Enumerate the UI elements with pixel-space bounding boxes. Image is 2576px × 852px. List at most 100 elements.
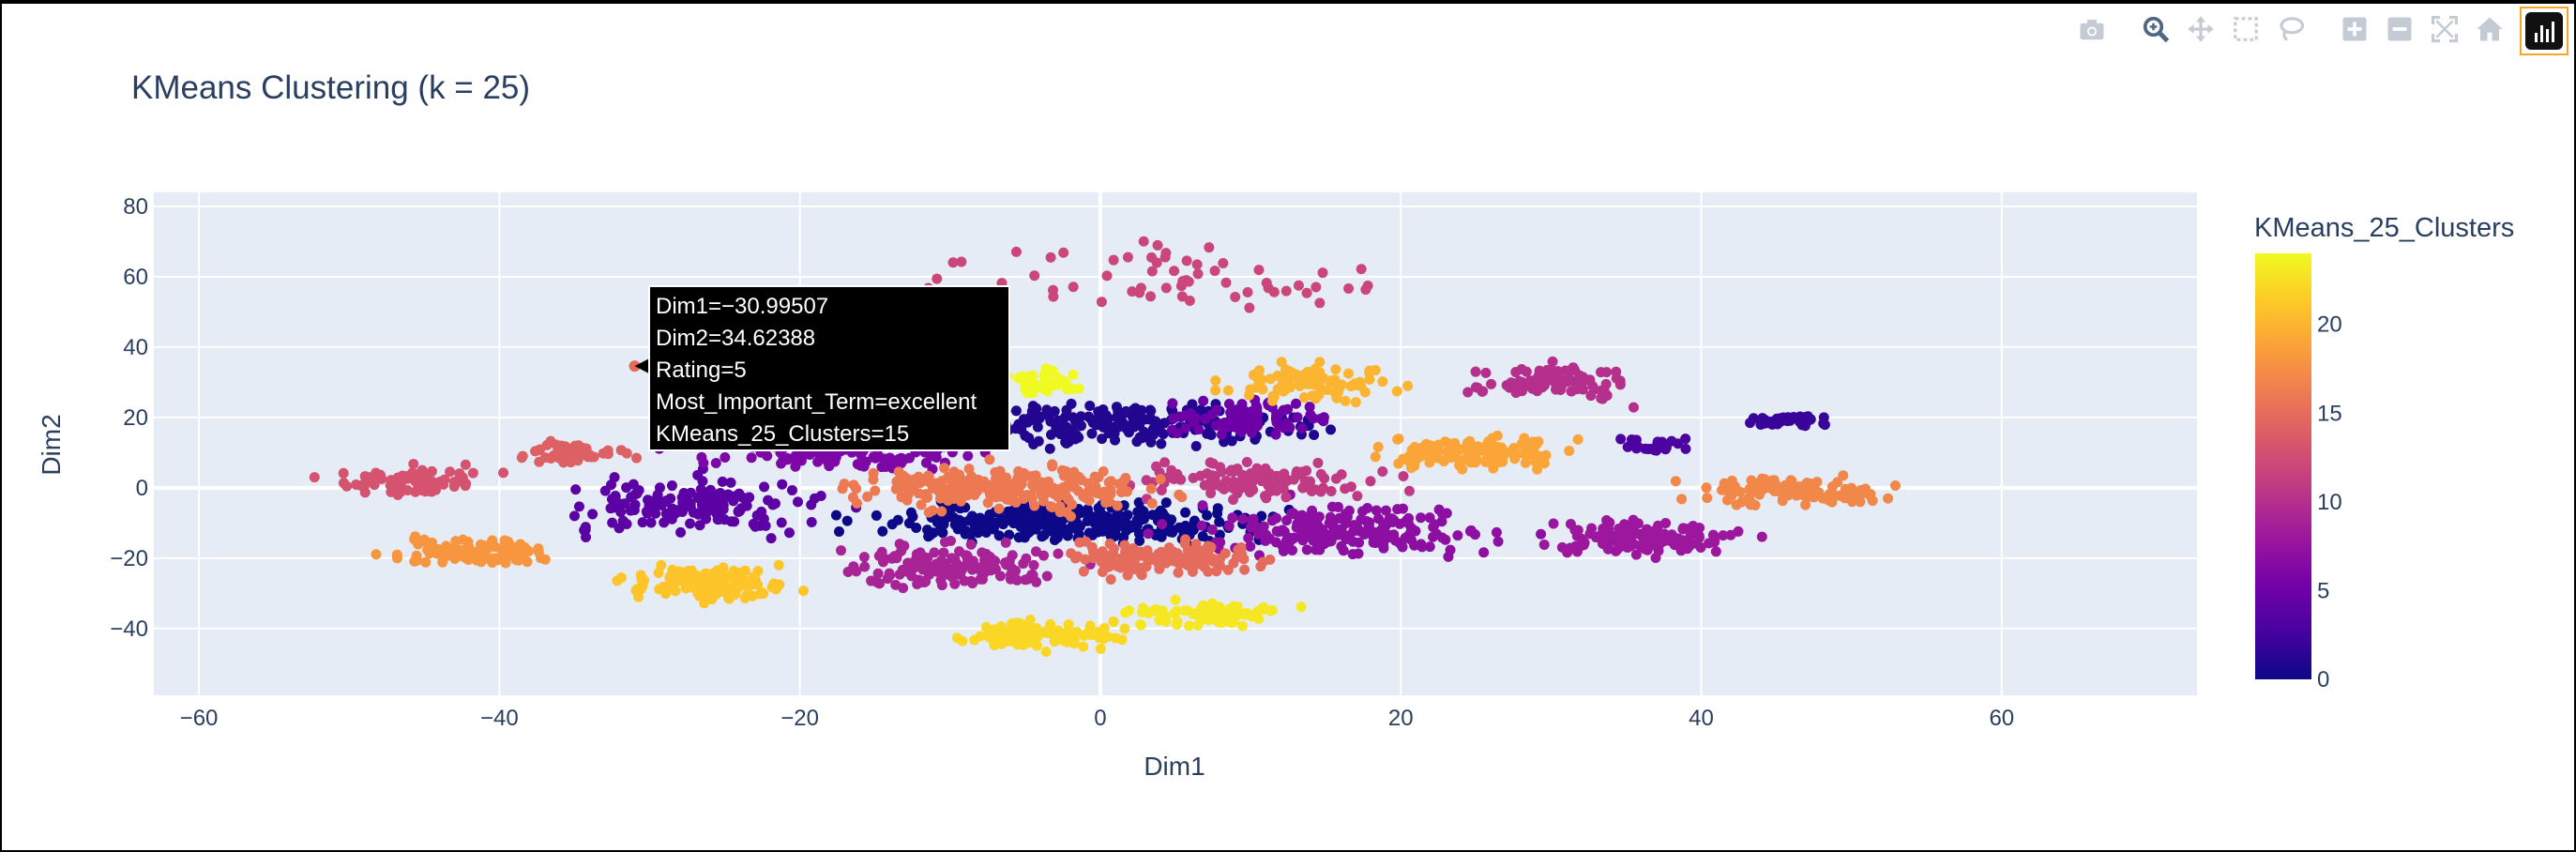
scatter-point[interactable] bbox=[1748, 413, 1759, 424]
scatter-point[interactable] bbox=[1551, 384, 1562, 395]
scatter-point[interactable] bbox=[693, 590, 705, 601]
scatter-point[interactable] bbox=[1296, 528, 1308, 540]
scatter-point[interactable] bbox=[1755, 475, 1766, 486]
scatter-point[interactable] bbox=[1352, 523, 1363, 534]
scatter-point[interactable] bbox=[947, 257, 959, 268]
scatter-point[interactable] bbox=[1160, 248, 1172, 259]
scatter-point[interactable] bbox=[1424, 541, 1435, 553]
scatter-point[interactable] bbox=[1068, 412, 1079, 423]
scatter-point[interactable] bbox=[706, 487, 718, 498]
scatter-point[interactable] bbox=[1253, 365, 1265, 376]
scatter-point[interactable] bbox=[1214, 516, 1225, 527]
scatter-point[interactable] bbox=[1450, 448, 1462, 459]
scatter-point[interactable] bbox=[1181, 255, 1192, 266]
scatter-point[interactable] bbox=[1203, 566, 1214, 577]
scatter-point[interactable] bbox=[1220, 611, 1231, 622]
scatter-point[interactable] bbox=[940, 563, 951, 574]
scatter-point[interactable] bbox=[1207, 603, 1219, 615]
scatter-point[interactable] bbox=[1462, 387, 1474, 398]
scatter-point[interactable] bbox=[1140, 561, 1151, 572]
scatter-point[interactable] bbox=[1111, 402, 1122, 413]
scatter-point[interactable] bbox=[952, 562, 963, 573]
scatter-point[interactable] bbox=[1368, 537, 1379, 548]
scatter-point[interactable] bbox=[633, 484, 644, 495]
scatter-point[interactable] bbox=[1108, 616, 1119, 628]
plotly-logo-icon[interactable] bbox=[2520, 7, 2568, 55]
scatter-point[interactable] bbox=[896, 458, 907, 469]
scatter-point[interactable] bbox=[1356, 514, 1367, 525]
scatter-point[interactable] bbox=[1125, 407, 1136, 418]
scatter-point[interactable] bbox=[1677, 524, 1689, 535]
scatter-point[interactable] bbox=[967, 483, 978, 494]
scatter-point[interactable] bbox=[1198, 395, 1209, 406]
scatter-point[interactable] bbox=[1030, 546, 1041, 557]
scatter-point[interactable] bbox=[873, 578, 885, 589]
scatter-point[interactable] bbox=[1652, 520, 1663, 531]
scatter-point[interactable] bbox=[1023, 624, 1034, 635]
scatter-point[interactable] bbox=[830, 451, 841, 463]
scatter-point[interactable] bbox=[1670, 476, 1681, 487]
scatter-point[interactable] bbox=[1233, 481, 1244, 493]
scatter-point[interactable] bbox=[445, 466, 456, 478]
scatter-point[interactable] bbox=[1010, 496, 1022, 508]
scatter-point[interactable] bbox=[1138, 236, 1149, 247]
scatter-point[interactable] bbox=[1334, 512, 1345, 524]
scatter-point[interactable] bbox=[1245, 540, 1256, 552]
scatter-point[interactable] bbox=[1150, 529, 1161, 540]
scatter-point[interactable] bbox=[729, 516, 740, 527]
scatter-point[interactable] bbox=[1354, 537, 1365, 548]
scatter-point[interactable] bbox=[833, 526, 844, 538]
scatter-point[interactable] bbox=[699, 598, 710, 609]
scatter-point[interactable] bbox=[715, 487, 726, 498]
scatter-point[interactable] bbox=[1115, 413, 1127, 424]
scatter-point[interactable] bbox=[1362, 525, 1373, 536]
scatter-point[interactable] bbox=[1195, 470, 1206, 481]
scatter-point[interactable] bbox=[1183, 620, 1194, 631]
scatter-point[interactable] bbox=[809, 493, 820, 504]
scatter-point[interactable] bbox=[1078, 641, 1089, 652]
scatter-point[interactable] bbox=[1102, 413, 1114, 424]
scatter-point[interactable] bbox=[1031, 622, 1042, 633]
scatter-point[interactable] bbox=[1601, 367, 1613, 378]
scatter-point[interactable] bbox=[889, 551, 901, 562]
scatter-point[interactable] bbox=[1398, 470, 1409, 481]
scatter-point[interactable] bbox=[1304, 402, 1315, 413]
scatter-point[interactable] bbox=[1242, 286, 1253, 297]
scatter-point[interactable] bbox=[1750, 499, 1761, 510]
scatter-point[interactable] bbox=[1343, 282, 1355, 294]
scatter-point[interactable] bbox=[1733, 525, 1744, 537]
scatter-point[interactable] bbox=[1010, 423, 1022, 434]
scatter-point[interactable] bbox=[744, 492, 755, 503]
scatter-point[interactable] bbox=[1172, 616, 1183, 628]
scatter-point[interactable] bbox=[1247, 521, 1258, 532]
scatter-point[interactable] bbox=[1027, 401, 1038, 412]
scatter-point[interactable] bbox=[1235, 541, 1247, 553]
scatter-point[interactable] bbox=[1785, 475, 1796, 486]
scatter-point[interactable] bbox=[1280, 492, 1292, 503]
scatter-point[interactable] bbox=[1083, 514, 1094, 525]
scatter-point[interactable] bbox=[1068, 281, 1079, 293]
scatter-point[interactable] bbox=[902, 494, 913, 506]
scatter-point[interactable] bbox=[572, 443, 583, 454]
scatter-point[interactable] bbox=[1424, 457, 1435, 468]
scatter-point[interactable] bbox=[1124, 550, 1135, 561]
scatter-point[interactable] bbox=[1265, 605, 1276, 616]
scatter-point[interactable] bbox=[1326, 375, 1337, 387]
scatter-point[interactable] bbox=[1108, 254, 1119, 266]
scatter-point[interactable] bbox=[1356, 264, 1367, 275]
scatter-point[interactable] bbox=[1253, 265, 1265, 276]
scatter-point[interactable] bbox=[1377, 376, 1388, 388]
scatter-point[interactable] bbox=[1349, 380, 1360, 391]
scatter-point[interactable] bbox=[507, 540, 518, 552]
scatter-point[interactable] bbox=[1122, 251, 1133, 263]
scatter-point[interactable] bbox=[954, 546, 965, 557]
scatter-point[interactable] bbox=[747, 590, 758, 601]
scatter-point[interactable] bbox=[1443, 551, 1454, 562]
scatter-point[interactable] bbox=[1800, 479, 1811, 490]
scatter-point[interactable] bbox=[718, 500, 729, 511]
scatter-point[interactable] bbox=[1245, 384, 1256, 395]
scatter-point[interactable] bbox=[1402, 380, 1414, 391]
scatter-point[interactable] bbox=[1449, 437, 1461, 449]
scatter-point[interactable] bbox=[1029, 270, 1040, 281]
scatter-point[interactable] bbox=[1437, 509, 1448, 520]
